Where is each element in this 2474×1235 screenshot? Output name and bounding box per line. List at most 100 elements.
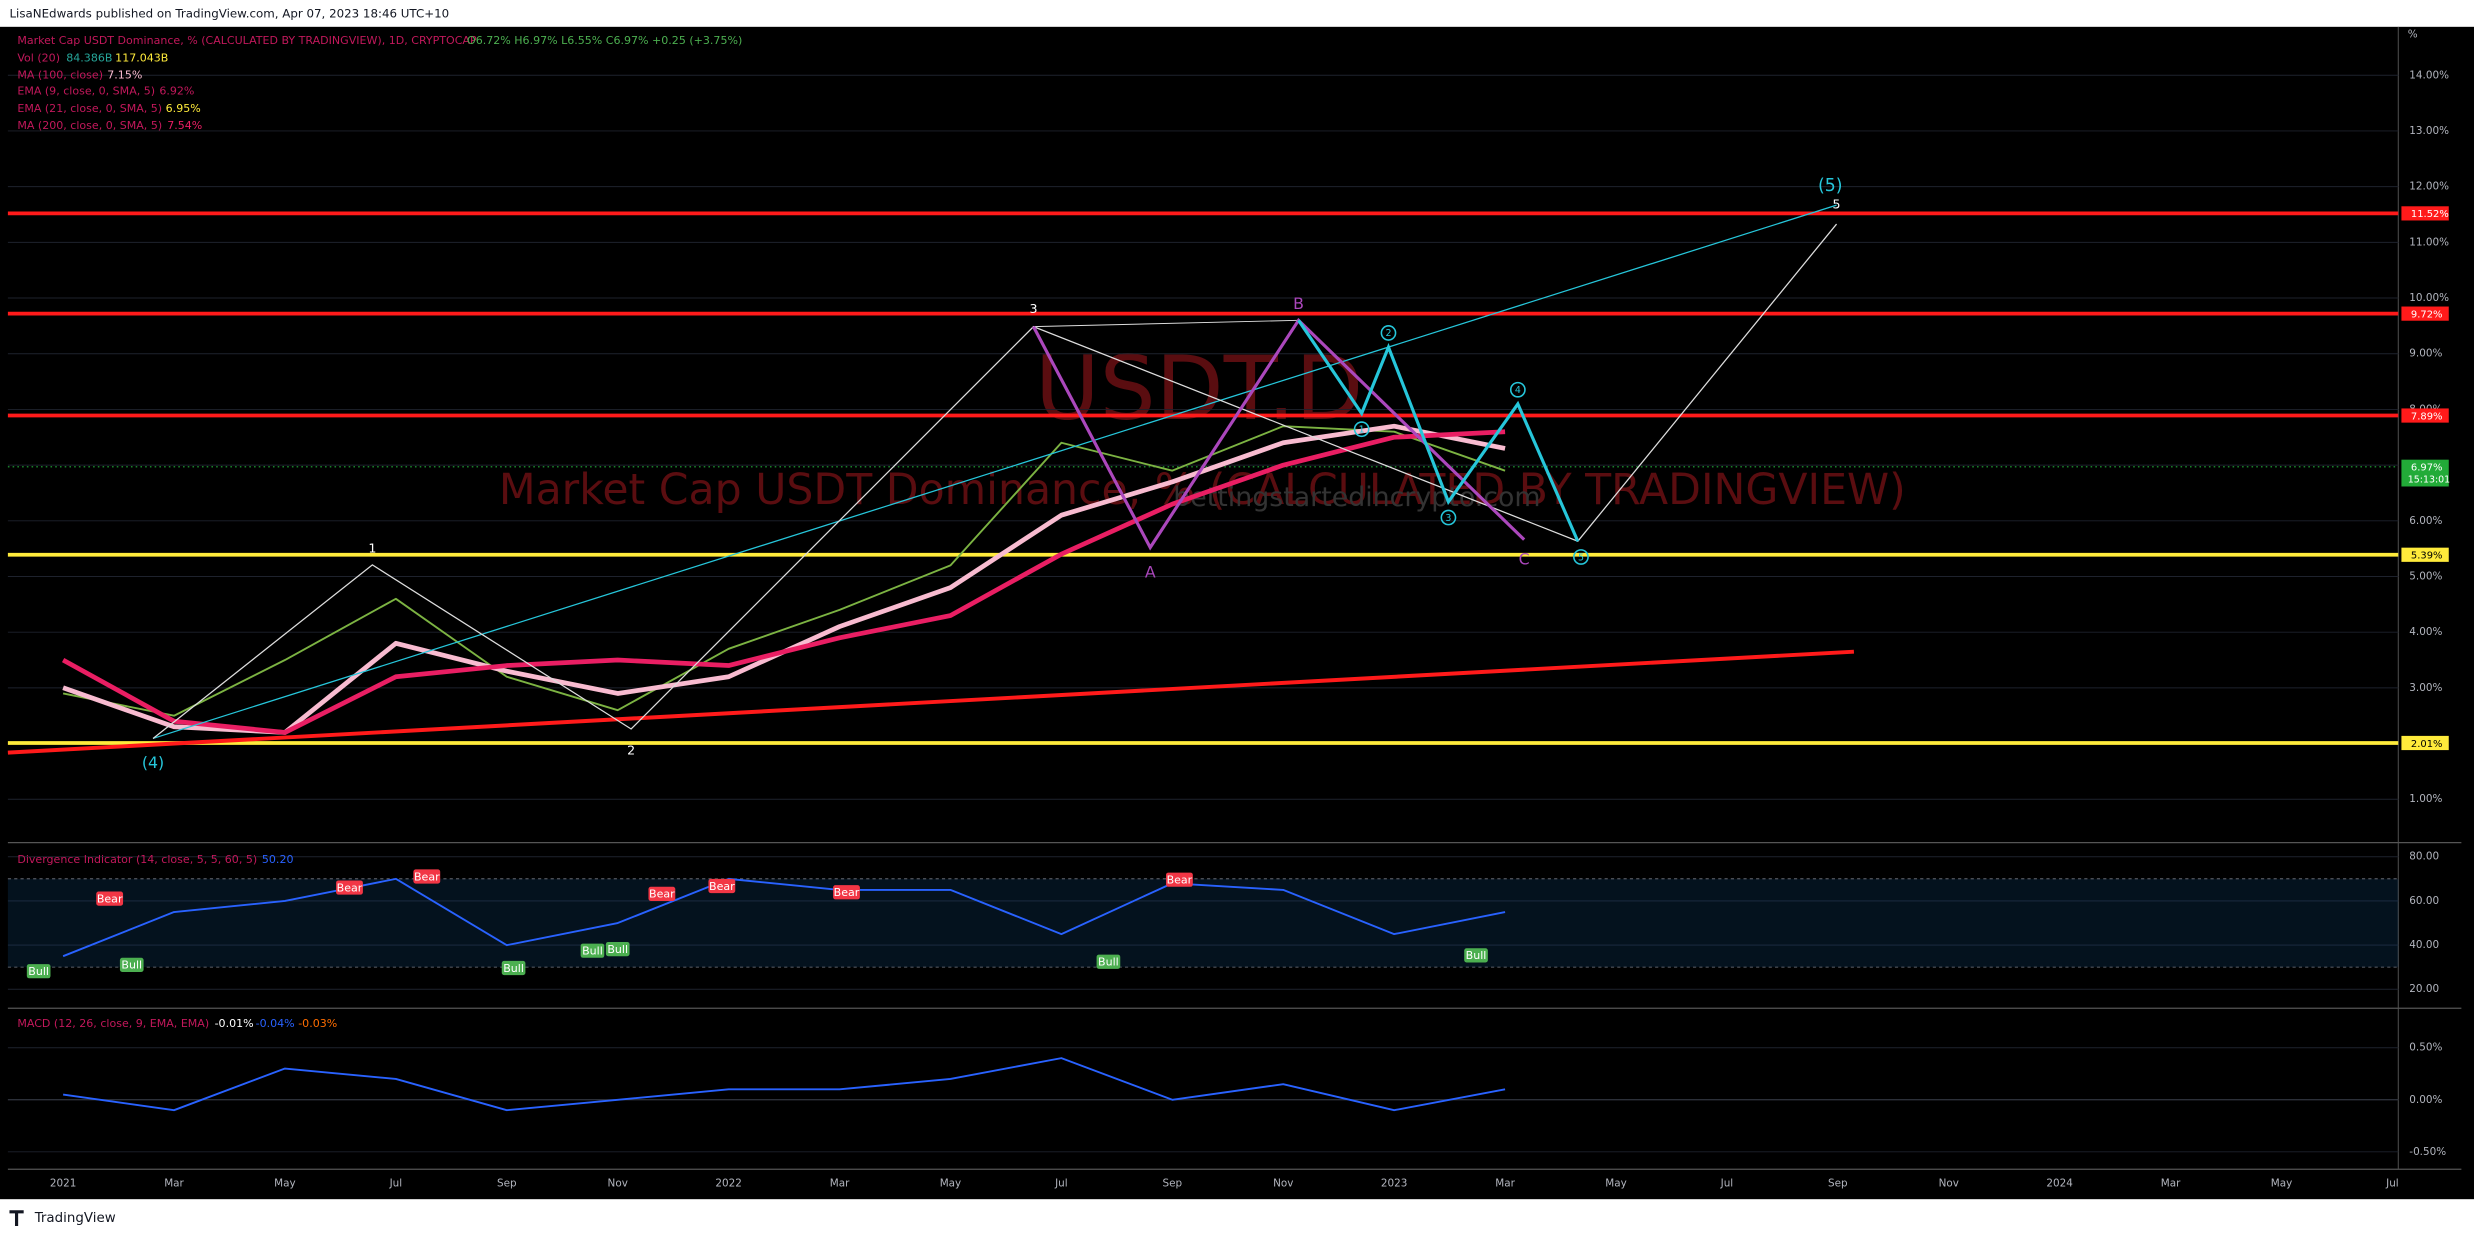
y-tick-label: -0.50%	[2409, 1146, 2446, 1158]
signals: Bull Bear Bull Bear Bear Bull Bull Bull …	[26, 869, 1488, 979]
legend-value: -0.01%	[215, 1017, 254, 1030]
band	[7, 878, 2399, 968]
signal-box	[648, 886, 676, 901]
wave-label: B	[1293, 294, 1304, 313]
legend-indicator: Vol (20)	[17, 51, 60, 64]
level-box	[2401, 206, 2449, 221]
signal-box	[1096, 954, 1121, 969]
signal-label: Bear	[834, 886, 860, 899]
x-tick-label: May	[1605, 1177, 1627, 1189]
wave-label: 2	[627, 743, 635, 758]
wave-labels: (5) 5 3 1 2 (4) B A C 1 2 3 4 5	[142, 176, 1843, 772]
legend-main: Market Cap USDT Dominance, % (CALCULATED…	[17, 34, 477, 47]
y-tick-label: 4.00%	[2409, 626, 2442, 638]
abc-wave	[1032, 317, 1526, 551]
wedge-line	[1033, 319, 1299, 328]
wave-circle	[1509, 381, 1526, 398]
wave-label: 3	[1029, 301, 1037, 316]
footer-logo	[9, 1210, 24, 1227]
drawings	[7, 204, 1855, 755]
y-tick-label: 9.00%	[2409, 348, 2442, 360]
signal-label: Bear	[1167, 873, 1193, 886]
x-tick-label: Nov	[1939, 1177, 1959, 1189]
sub-wave	[1297, 319, 1580, 542]
series-line	[61, 429, 1506, 735]
level-label: 5.39%	[2411, 551, 2443, 562]
x-tick-label: 2023	[1381, 1177, 1407, 1189]
legend-ohlc: O6.72% H6.97% L6.55% C6.97% +0.25 (+3.75…	[467, 34, 742, 47]
legend-value: 50.20	[262, 853, 294, 866]
y-tick-label: 80.00	[2409, 851, 2439, 863]
y-tick-label: 0.00%	[2409, 1094, 2442, 1106]
signal-box	[501, 960, 526, 976]
y-tick-label: 6.00%	[2409, 515, 2442, 527]
signal-box	[96, 891, 124, 906]
x-tick-label: Sep	[497, 1177, 517, 1189]
x-tick-label: Jul	[2385, 1177, 2399, 1189]
footer-brand: TradingView	[34, 1211, 116, 1226]
wave-label: (4)	[142, 753, 164, 772]
wave-label: 4	[1515, 385, 1521, 396]
x-tick-label: 2021	[50, 1177, 76, 1189]
trend-line	[7, 649, 1855, 755]
signal-box	[1165, 872, 1193, 887]
signal-label: Bull	[1466, 949, 1487, 962]
wave-label: 1	[368, 541, 376, 556]
signal-box	[605, 941, 630, 957]
wave-label: 1	[1359, 424, 1365, 435]
level-box	[2401, 735, 2449, 751]
wave-label: 5	[1578, 552, 1584, 563]
signal-label: Bull	[582, 944, 603, 957]
legend-value: 84.386B	[66, 51, 112, 64]
x-tick-label: Sep	[1828, 1177, 1848, 1189]
wave-label: (5)	[1818, 176, 1843, 196]
y-tick-label: 14.00%	[2409, 69, 2449, 81]
legend-indicator: MA (200, close, 0, SMA, 5)	[17, 119, 162, 132]
level-box	[2401, 306, 2449, 321]
header: LisaNEdwards published on TradingView.co…	[9, 7, 449, 21]
x-tick-label: Nov	[1273, 1177, 1293, 1189]
wave-label: 5	[1833, 197, 1841, 212]
channel-line	[152, 204, 1837, 740]
y-tick-label: 5.00%	[2409, 570, 2442, 582]
impulse-wave	[152, 223, 1838, 739]
x-tick-label: Mar	[830, 1177, 850, 1189]
legend-value: -0.04%	[256, 1017, 295, 1030]
wave-circle	[1380, 325, 1397, 341]
legend-value: -0.03%	[298, 1017, 337, 1030]
signal-box	[580, 943, 605, 958]
level-label: 2.01%	[2411, 739, 2443, 750]
signal-label: Bear	[649, 888, 675, 901]
signal-box	[336, 880, 363, 895]
signal-label: Bull	[121, 959, 142, 972]
wave-label: 2	[1385, 328, 1391, 339]
chart-bg	[0, 26, 2474, 1200]
signal-label: Bear	[414, 870, 440, 883]
wave-circle	[1353, 421, 1370, 438]
y-tick-label: 10.00%	[2409, 292, 2449, 304]
wave-circle	[1573, 549, 1589, 565]
x-tick-label: Mar	[2161, 1177, 2181, 1189]
signal-box	[413, 869, 441, 884]
y-tick-label: 3.00%	[2409, 682, 2442, 694]
signal-box	[708, 878, 736, 894]
x-tick-label: Jul	[389, 1177, 403, 1189]
wave-label: A	[1145, 562, 1156, 581]
wave-label: C	[1519, 550, 1530, 569]
wave-circle	[1440, 509, 1457, 526]
y-tick-label: 40.00	[2409, 939, 2439, 951]
legend-indicator: MACD (12, 26, close, 9, EMA, EMA)	[17, 1017, 209, 1030]
x-tick-label: Mar	[1495, 1177, 1515, 1189]
legend-value: 6.92%	[159, 85, 194, 98]
series-line	[62, 1057, 1506, 1112]
level-label: 11.52%	[2411, 209, 2449, 220]
y-tick-label: 13.00%	[2409, 125, 2449, 137]
level-label: 9.72%	[2411, 309, 2443, 320]
signal-box	[833, 885, 860, 900]
legend-indicator: EMA (9, close, 0, SMA, 5)	[17, 85, 155, 98]
level-label: 7.89%	[2411, 411, 2443, 422]
signal-label: Bull	[1098, 956, 1119, 969]
last-price-box	[2401, 459, 2449, 487]
y-tick-label: 0.50%	[2409, 1042, 2442, 1054]
